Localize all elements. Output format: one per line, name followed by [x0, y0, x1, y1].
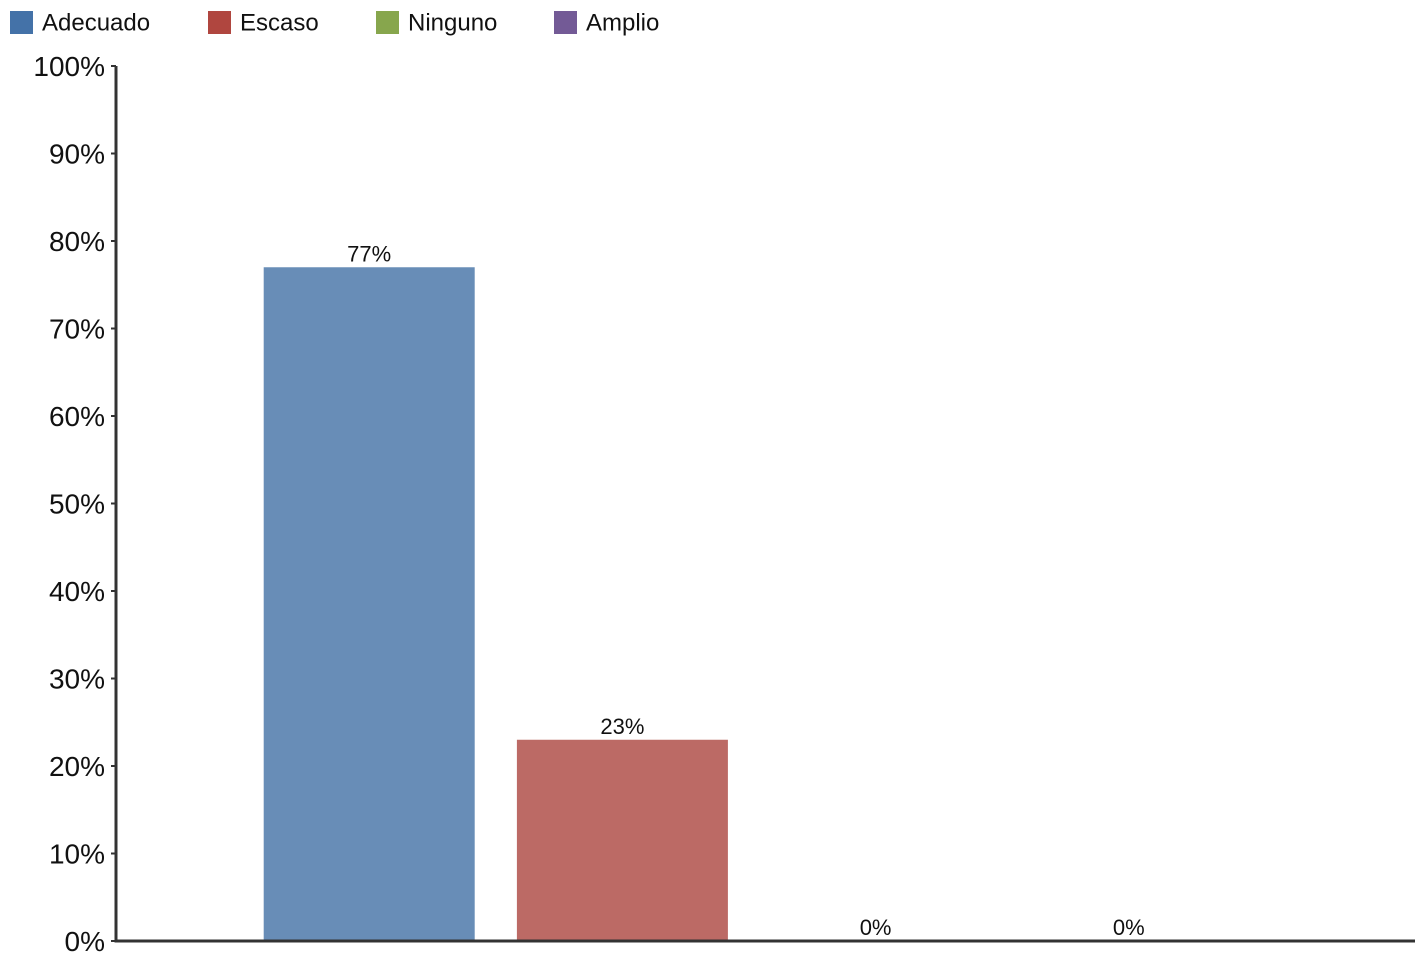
data-label-adecuado: 77% [347, 241, 391, 266]
y-tick-label-70: 70% [49, 314, 105, 345]
y-tick-label-100: 100% [33, 51, 105, 82]
legend-swatch-ninguno [376, 11, 399, 34]
legend-label-ninguno: Ninguno [408, 10, 497, 37]
data-label-escaso: 23% [600, 714, 644, 739]
bars [263, 267, 728, 941]
data-labels: 77% 23% 0% 0% [347, 241, 1145, 940]
legend-label-amplio: Amplio [586, 10, 659, 37]
bar-adecuado [263, 267, 475, 941]
legend-swatch-escaso [208, 11, 231, 34]
legend-label-escaso: Escaso [240, 10, 319, 37]
y-tick-label-0: 0% [65, 926, 105, 956]
axes: 0% 10% 20% 30% 40% 50% 60% 70% 80% 90% 100% [33, 51, 1415, 957]
bar-escaso [516, 739, 728, 941]
y-tick-label-30: 30% [49, 664, 105, 695]
y-tick-label-10: 10% [49, 839, 105, 870]
legend-swatch-adecuado [10, 11, 33, 34]
y-tick-label-80: 80% [49, 226, 105, 257]
y-tick-label-40: 40% [49, 576, 105, 607]
y-tick-label-50: 50% [49, 489, 105, 520]
y-tick-label-20: 20% [49, 751, 105, 782]
legend-label-adecuado: Adecuado [42, 10, 150, 37]
data-label-ninguno: 0% [860, 915, 892, 940]
legend-swatch-amplio [554, 11, 577, 34]
data-label-amplio: 0% [1113, 915, 1145, 940]
legend: Adecuado Escaso Ninguno Amplio [10, 10, 659, 37]
y-tick-label-90: 90% [49, 139, 105, 170]
y-tick-label-60: 60% [49, 401, 105, 432]
